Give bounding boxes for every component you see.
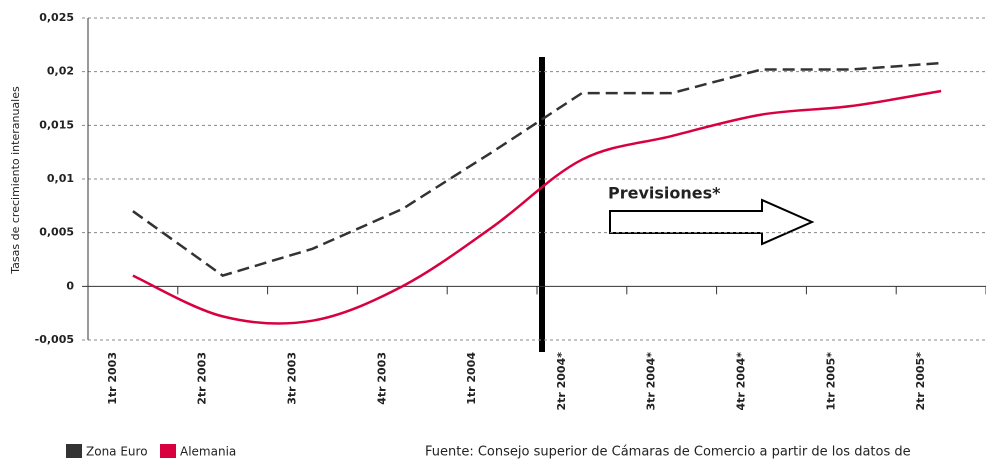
series-line <box>132 89 942 325</box>
y-tick-label: 0,025 <box>39 11 74 24</box>
legend-label: Alemania <box>180 445 236 459</box>
x-tick-label: 1tr 2003 <box>106 352 119 405</box>
x-tick-label: 4tr 2003 <box>375 352 388 405</box>
y-axis-label: Tasas de crecimiento interanuales <box>9 86 22 275</box>
x-tick-label: 3tr 2004* <box>645 352 658 411</box>
x-tick-label: 3tr 2003 <box>286 352 299 405</box>
legend-swatch <box>66 444 82 458</box>
x-tick-label: 4tr 2004* <box>735 352 748 411</box>
x-tick-label: 2tr 2004* <box>555 352 568 411</box>
y-tick-label: 0,02 <box>47 65 74 78</box>
series-line <box>132 61 942 277</box>
source: Fuente: Consejo superior de Cámaras de C… <box>425 445 911 460</box>
x-tick-label: 1tr 2004 <box>465 352 478 405</box>
y-tick-label: 0 <box>66 279 74 292</box>
y-tick-label: 0,005 <box>39 226 74 239</box>
x-tick-label: 2tr 2003 <box>196 352 209 405</box>
legend-label: Zona Euro <box>86 445 148 459</box>
legend-swatch <box>160 444 176 458</box>
y-tick-label: -0,005 <box>35 333 74 346</box>
y-tick-label: 0,01 <box>47 172 74 185</box>
y-tick-label: 0,015 <box>39 118 74 131</box>
x-tick-label: 2tr 2005* <box>914 352 927 411</box>
forecast-arrow <box>609 198 815 246</box>
x-tick-label: 1tr 2005* <box>824 352 837 411</box>
annotation: Previsiones* <box>608 184 721 203</box>
